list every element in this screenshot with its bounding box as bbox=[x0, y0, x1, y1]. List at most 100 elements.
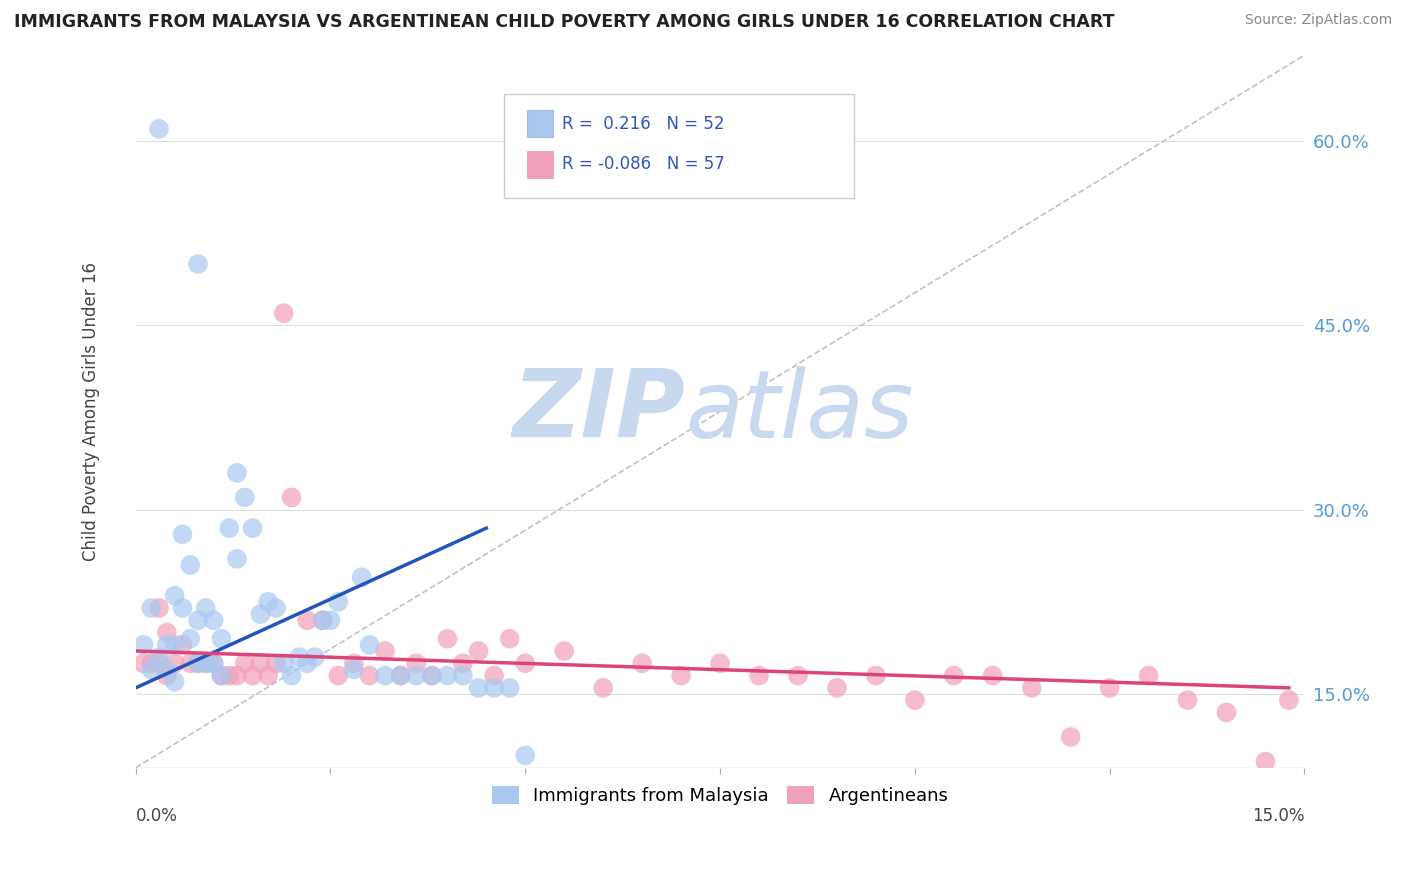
Point bbox=[194, 601, 217, 615]
Point bbox=[374, 644, 396, 658]
Point bbox=[515, 748, 537, 763]
Point bbox=[226, 668, 249, 682]
Point bbox=[156, 668, 179, 682]
Point bbox=[156, 662, 179, 676]
Point bbox=[163, 589, 186, 603]
Point bbox=[981, 668, 1004, 682]
Point bbox=[467, 644, 489, 658]
Point bbox=[273, 306, 295, 320]
Point bbox=[1060, 730, 1083, 744]
Text: 15.0%: 15.0% bbox=[1251, 807, 1305, 825]
Text: IMMIGRANTS FROM MALAYSIA VS ARGENTINEAN CHILD POVERTY AMONG GIRLS UNDER 16 CORRE: IMMIGRANTS FROM MALAYSIA VS ARGENTINEAN … bbox=[14, 13, 1115, 31]
Text: R = -0.086   N = 57: R = -0.086 N = 57 bbox=[562, 155, 725, 173]
Point bbox=[148, 650, 170, 665]
Point bbox=[141, 601, 163, 615]
Point bbox=[787, 668, 810, 682]
Point bbox=[249, 657, 271, 671]
Point bbox=[420, 668, 443, 682]
Point bbox=[451, 668, 474, 682]
Point bbox=[709, 657, 731, 671]
Point bbox=[179, 558, 201, 572]
Point bbox=[389, 668, 412, 682]
Point bbox=[904, 693, 927, 707]
Point bbox=[187, 657, 209, 671]
Point bbox=[1215, 706, 1237, 720]
Point bbox=[187, 613, 209, 627]
Point bbox=[295, 657, 318, 671]
Point bbox=[156, 638, 179, 652]
Point bbox=[141, 662, 163, 676]
Point bbox=[312, 613, 335, 627]
Point bbox=[553, 644, 575, 658]
Point bbox=[156, 625, 179, 640]
Point bbox=[218, 668, 240, 682]
Point bbox=[825, 681, 848, 695]
Point bbox=[264, 601, 287, 615]
Point bbox=[218, 521, 240, 535]
Point bbox=[389, 668, 412, 682]
Point bbox=[312, 613, 335, 627]
Point bbox=[451, 657, 474, 671]
Point bbox=[172, 638, 194, 652]
Point bbox=[467, 681, 489, 695]
Point bbox=[515, 657, 537, 671]
Point bbox=[209, 668, 232, 682]
Point bbox=[257, 668, 280, 682]
Legend: Immigrants from Malaysia, Argentineans: Immigrants from Malaysia, Argentineans bbox=[485, 779, 956, 812]
Point bbox=[132, 638, 155, 652]
Text: atlas: atlas bbox=[685, 366, 914, 457]
Point bbox=[359, 638, 381, 652]
Text: ZIP: ZIP bbox=[512, 366, 685, 458]
Point bbox=[163, 657, 186, 671]
Point bbox=[319, 613, 342, 627]
Point bbox=[405, 657, 427, 671]
Point bbox=[226, 466, 249, 480]
Point bbox=[295, 613, 318, 627]
Point bbox=[172, 527, 194, 541]
FancyBboxPatch shape bbox=[527, 151, 553, 178]
Point bbox=[280, 668, 302, 682]
Point bbox=[328, 668, 350, 682]
Point bbox=[1177, 693, 1199, 707]
Point bbox=[194, 657, 217, 671]
Point bbox=[436, 668, 458, 682]
Point bbox=[202, 657, 225, 671]
Point bbox=[499, 681, 522, 695]
Point bbox=[1254, 755, 1277, 769]
Point bbox=[420, 668, 443, 682]
Point bbox=[374, 668, 396, 682]
Point bbox=[1021, 681, 1043, 695]
Point bbox=[482, 681, 505, 695]
Point bbox=[482, 668, 505, 682]
Point bbox=[350, 570, 373, 584]
Point bbox=[592, 681, 614, 695]
FancyBboxPatch shape bbox=[503, 95, 855, 198]
Point bbox=[288, 650, 311, 665]
Point bbox=[141, 657, 163, 671]
Point bbox=[436, 632, 458, 646]
Point bbox=[226, 552, 249, 566]
Text: Child Poverty Among Girls Under 16: Child Poverty Among Girls Under 16 bbox=[83, 262, 100, 561]
Point bbox=[359, 668, 381, 682]
Point bbox=[669, 668, 692, 682]
Point bbox=[343, 662, 366, 676]
Point bbox=[328, 595, 350, 609]
Point bbox=[273, 657, 295, 671]
Point bbox=[194, 657, 217, 671]
Point bbox=[233, 657, 256, 671]
Point bbox=[499, 632, 522, 646]
Text: 0.0%: 0.0% bbox=[136, 807, 177, 825]
FancyBboxPatch shape bbox=[527, 110, 553, 137]
Point bbox=[179, 632, 201, 646]
Point bbox=[631, 657, 654, 671]
Point bbox=[209, 668, 232, 682]
Point bbox=[1278, 693, 1301, 707]
Point bbox=[187, 257, 209, 271]
Point bbox=[148, 657, 170, 671]
Point bbox=[257, 595, 280, 609]
Point bbox=[1137, 668, 1160, 682]
Point bbox=[242, 521, 264, 535]
Point bbox=[304, 650, 326, 665]
Point bbox=[280, 491, 302, 505]
Point bbox=[242, 668, 264, 682]
